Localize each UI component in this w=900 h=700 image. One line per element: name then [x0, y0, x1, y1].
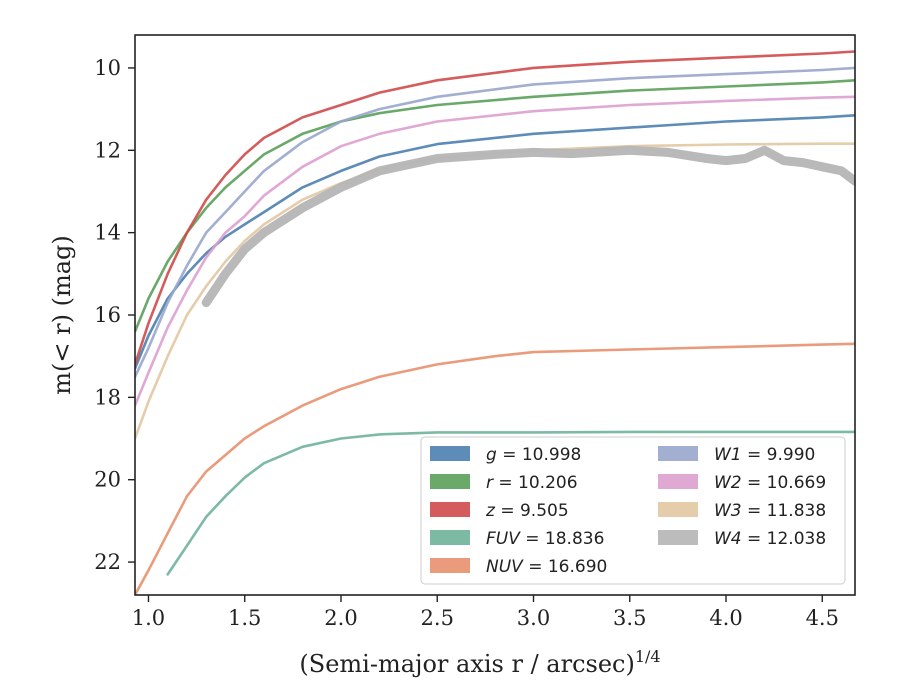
y-tick-label: 18 — [94, 385, 121, 409]
legend-label-nuv: NUV = 16.690 — [486, 557, 607, 577]
series-line-fuv — [166, 430, 855, 576]
x-tick-label: 3.0 — [517, 606, 550, 630]
legend-label-g: g = 10.998 — [486, 445, 581, 465]
y-axis-label: m(< r) (mag) — [48, 235, 76, 394]
y-tick-label: 10 — [94, 56, 121, 80]
x-tick-label: 4.5 — [806, 606, 839, 630]
y-tick-label: 16 — [94, 303, 121, 327]
legend-swatch-nuv — [430, 558, 470, 573]
legend-label-w2: W2 = 10.669 — [714, 473, 826, 493]
legend-label-w1: W1 = 9.990 — [714, 445, 815, 465]
legend-swatch-fuv — [430, 530, 470, 545]
x-tick-label: 1.0 — [132, 606, 165, 630]
legend-swatch-g — [430, 446, 470, 461]
x-axis-label-superscript: 1/4 — [635, 647, 661, 666]
series-line-r — [135, 79, 855, 333]
series-layer — [135, 50, 855, 595]
legend-swatch-r — [430, 474, 470, 489]
x-tick-label: 4.0 — [709, 606, 742, 630]
y-tick-label: 12 — [94, 138, 121, 162]
series-line-w3 — [135, 142, 855, 440]
series-line-w2 — [135, 95, 855, 407]
legend-label-w4: W4 = 12.038 — [714, 529, 826, 549]
legend: g = 10.998 r = 10.206 z = 9.505 FUV = 18.83… — [420, 436, 846, 585]
x-axis-label: (Semi-major axis r / arcsec)1/4 — [299, 647, 660, 678]
x-tick-label: 3.5 — [613, 606, 646, 630]
legend-swatch-w3 — [658, 502, 698, 517]
legend-label-fuv: FUV = 18.836 — [486, 529, 604, 549]
y-tick-label: 14 — [94, 221, 121, 245]
x-tick-label: 2.0 — [324, 606, 357, 630]
series-line-nuv — [135, 342, 855, 595]
legend-items: g = 10.998 r = 10.206 z = 9.505 FUV = 18.83… — [430, 445, 826, 577]
series-line-g — [135, 114, 855, 370]
legend-swatch-z — [430, 502, 470, 517]
series-line-z — [135, 50, 855, 366]
x-axis: 1.0 1.5 2.0 2.5 3.0 3.5 4.0 4.5 — [132, 595, 839, 630]
legend-swatch-w1 — [658, 446, 698, 461]
series-line-w4 — [201, 145, 855, 308]
legend-swatch-w4 — [658, 530, 698, 545]
x-tick-label: 2.5 — [421, 606, 454, 630]
legend-label-r: r = 10.206 — [486, 473, 578, 493]
series-line-w1 — [135, 66, 855, 379]
y-axis: 10 12 14 16 18 20 22 — [94, 56, 135, 574]
legend-box — [420, 436, 846, 585]
x-tick-label: 1.5 — [228, 606, 261, 630]
y-tick-label: 20 — [94, 468, 121, 492]
legend-swatch-w2 — [658, 474, 698, 489]
legend-label-w3: W3 = 11.838 — [714, 501, 826, 521]
legend-label-z: z = 9.505 — [485, 501, 569, 521]
y-tick-label: 22 — [94, 550, 121, 574]
